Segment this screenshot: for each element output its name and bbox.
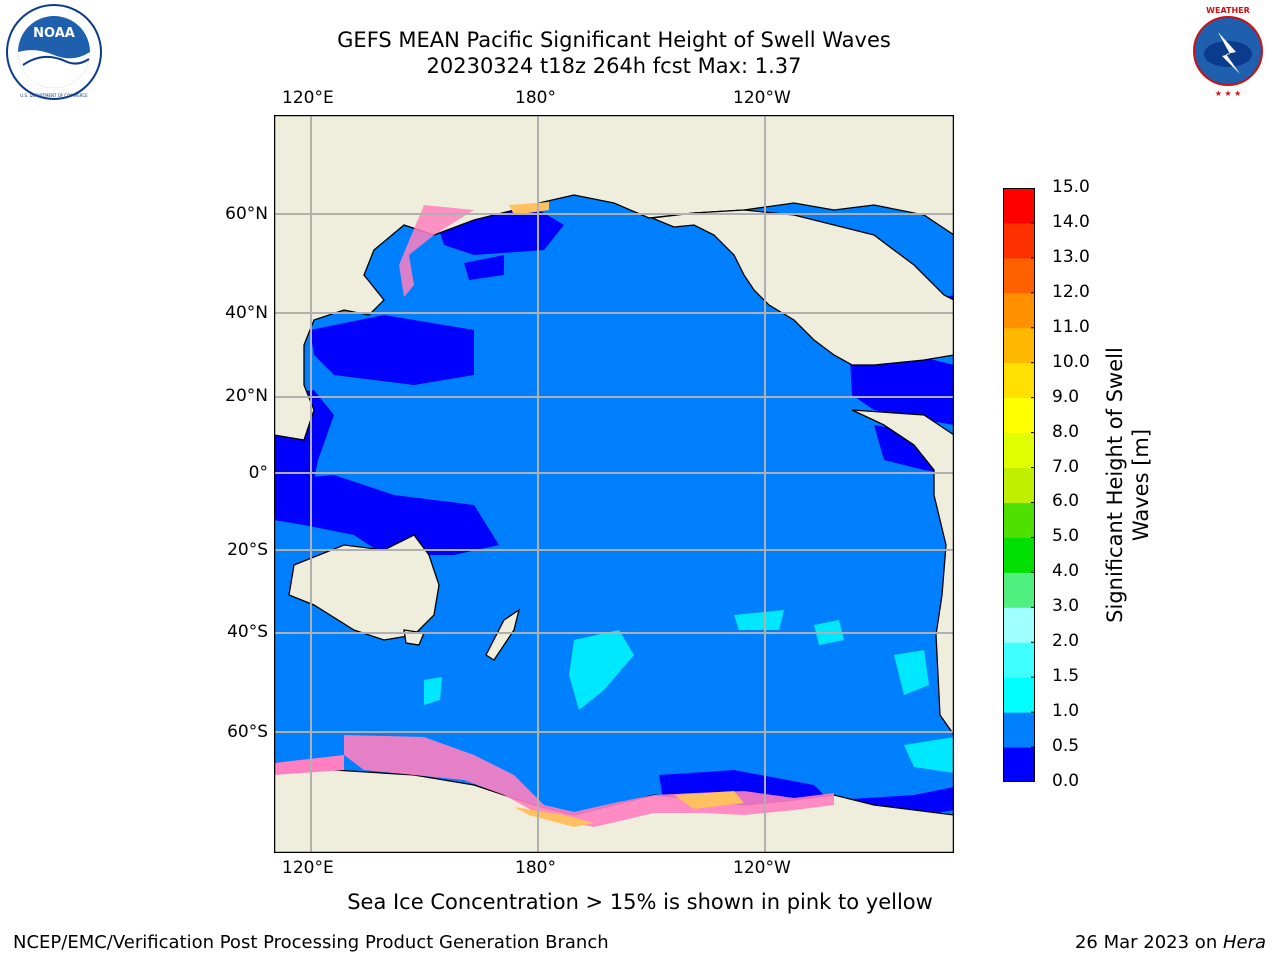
colorbar-tick: 10.0 [1052,351,1090,372]
sea-ice-yellow-2 [674,791,744,809]
colorbar-tick: 1.0 [1052,701,1080,722]
colorbar-segment [1003,537,1035,573]
colorbar-tick: 13.0 [1052,246,1090,267]
colorbar-tick: 4.0 [1052,561,1080,582]
graticule [274,115,954,853]
colorbar-tick: 11.0 [1052,316,1090,337]
colorbar-segment [1003,222,1035,259]
colorbar-tick: 8.0 [1052,421,1080,442]
colorbar-label-line2: Waves [m] [1129,428,1153,542]
colorbar-segment [1003,642,1035,678]
lat-tick: 60°S [227,722,268,742]
colorbar-tick: 7.0 [1052,456,1080,477]
lon-tick-bottom: 180° [515,858,556,878]
lat-tick: 60°N [225,204,268,224]
lon-tick-bottom: 120°E [282,858,334,878]
nws-logo-ring-text: WEATHER [1206,6,1250,15]
colorbar-segment [1003,572,1035,608]
sea-ice-band-west [274,755,344,775]
noaa-logo: NOAA U.S. DEPARTMENT OF COMMERCE [6,4,102,100]
noaa-logo-text: NOAA [33,26,75,41]
colorbar-tick: 14.0 [1052,211,1090,232]
colorbar-segment [1003,397,1035,434]
lat-tick: 40°S [227,622,268,642]
footer-date-text: 26 Mar 2023 on [1074,932,1223,953]
lat-tick: 40°N [225,303,268,323]
colorbar-tick: 2.0 [1052,631,1080,652]
colorbar-segment [1003,712,1035,748]
colorbar-tick: 5.0 [1052,526,1080,547]
lat-tick: 0° [248,463,268,483]
colorbar-segment [1003,502,1035,538]
colorbar-segment [1003,747,1035,782]
colorbar-segment [1003,467,1035,503]
colorbar-label: Significant Height of Swell Waves [m] [1102,305,1154,665]
lon-tick-top: 120°W [733,88,791,108]
colorbar-tick: 15.0 [1052,177,1090,197]
nws-logo: WEATHER ★ ★ ★ [1182,5,1274,98]
colorbar-tick: 3.0 [1052,596,1080,617]
sea-ice-caption: Sea Ice Concentration > 15% is shown in … [347,890,933,914]
lon-tick-top: 180° [515,88,556,108]
colorbar-segment [1003,607,1035,643]
colorbar-segment [1003,257,1035,294]
colorbar-segment [1003,188,1035,224]
colorbar-tick: 0.5 [1052,736,1080,757]
sea-ice-yellow [514,807,594,827]
svg-text:★ ★ ★: ★ ★ ★ [1215,89,1242,98]
footer-date: 26 Mar 2023 on Hera [1075,932,1266,953]
colorbar-tick: 6.0 [1052,491,1080,512]
chart-subtitle: 20230324 t18z 264h fcst Max: 1.37 [426,54,802,78]
map-frame [274,115,954,853]
colorbar-segment [1003,432,1035,469]
footer-host: Hera [1222,932,1266,953]
colorbar-tick: 9.0 [1052,386,1080,407]
cyan-patches [424,610,954,773]
lon-tick-bottom: 120°W [733,858,791,878]
chart-title: GEFS MEAN Pacific Significant Height of … [337,28,891,52]
colorbar-tick: 12.0 [1052,281,1090,302]
colorbar-label-line1: Significant Height of Swell [1103,347,1127,623]
colorbar-tick: 0.0 [1052,771,1080,791]
footer-credit: NCEP/EMC/Verification Post Processing Pr… [13,932,609,953]
colorbar-tick: 1.5 [1052,666,1080,687]
colorbar-segment [1003,677,1035,713]
noaa-logo-ring-text: U.S. DEPARTMENT OF COMMERCE [20,93,88,98]
colorbar [1003,188,1035,782]
colorbar-segment [1003,292,1035,329]
colorbar-segment [1003,362,1035,399]
map-plot [274,115,954,853]
lat-tick: 20°S [227,540,268,560]
lon-tick-top: 120°E [282,88,334,108]
colorbar-segment [1003,327,1035,364]
sea-ice-okhotsk [399,205,474,297]
lat-tick: 20°N [225,386,268,406]
colorbar-frame [1003,188,1035,782]
